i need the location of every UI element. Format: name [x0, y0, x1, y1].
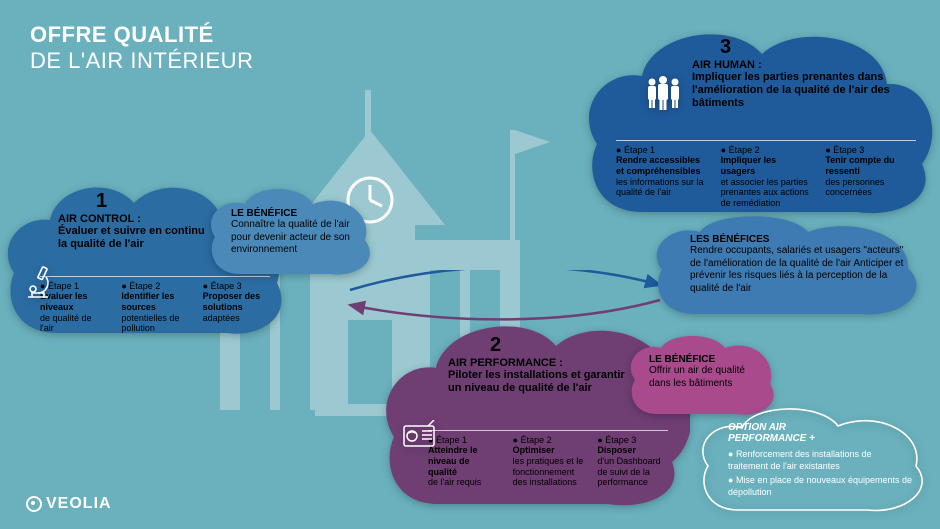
option-title: OPTION AIR PERFORMANCE + [728, 422, 848, 444]
cloud-air-human: 3 AIR HUMAN : Impliquer les parties pren… [582, 14, 934, 224]
cloud2-step1: ● Étape 1 Atteindre le niveau de qualité… [428, 435, 499, 488]
people-icon [642, 74, 684, 114]
bc2-text: Offrir un air de qualité dans les bâtime… [649, 365, 764, 390]
cloud2-step2: ● Étape 2 Optimiser les pratiques et le … [513, 435, 584, 488]
cloud3-name: AIR HUMAN : [692, 59, 917, 71]
cloud1-step2: ● Étape 2 Identifier les sources potenti… [121, 281, 188, 334]
cloud3-heading: Impliquer les parties prenantes dans l'a… [692, 71, 902, 111]
bc2-title: LE BÉNÉFICE [649, 354, 764, 365]
option-bullet-1: ● Renforcement des installations de trai… [728, 449, 913, 472]
title-line1: OFFRE QUALITÉ [30, 22, 253, 48]
cloud3-number: 3 [720, 36, 917, 59]
bc3-title: LES BÉNÉFICES [690, 234, 910, 245]
cloud1-heading: Évaluer et suivre en continu la qualité … [58, 225, 208, 251]
cloud-option-perf-plus: OPTION AIR PERFORMANCE + ● Renforcement … [696, 398, 934, 520]
cloud2-heading: Piloter les installations et garantir un… [448, 369, 638, 395]
bc1-text: Connaître la qualité de l'air pour deven… [231, 219, 361, 257]
cloud-benefit-human: LES BÉNÉFICES Rendre occupants, salariés… [650, 210, 930, 322]
logo-mark-icon [26, 496, 42, 512]
bc1-title: LE BÉNÉFICE [231, 208, 361, 219]
cloud2-step3: ● Étape 3 Disposer d'un Dashboard de sui… [597, 435, 668, 488]
cloud-benefit-control: LE BÉNÉFICE Connaître la qualité de l'ai… [205, 182, 380, 282]
veolia-logo: VEOLIA [26, 495, 112, 513]
title-line2: DE L'AIR INTÉRIEUR [30, 48, 253, 74]
logo-text: VEOLIA [46, 495, 112, 513]
cloud3-step1: ● Étape 1 Rendre accessibles et compréhe… [616, 145, 707, 209]
cloud1-step3: ● Étape 3 Proposer des solutions adaptée… [203, 281, 270, 334]
cloud3-step2: ● Étape 2 Impliquer les usagers et assoc… [721, 145, 812, 209]
bc3-text: Rendre occupants, salariés et usagers "a… [690, 245, 910, 295]
radio-icon [402, 420, 436, 448]
cloud3-step3: ● Étape 3 Tenir compte du ressenti des p… [825, 145, 916, 209]
option-bullet-2: ● Mise en place de nouveaux équipements … [728, 475, 913, 498]
microscope-icon [20, 263, 54, 303]
page-title: OFFRE QUALITÉ DE L'AIR INTÉRIEUR [30, 22, 253, 74]
